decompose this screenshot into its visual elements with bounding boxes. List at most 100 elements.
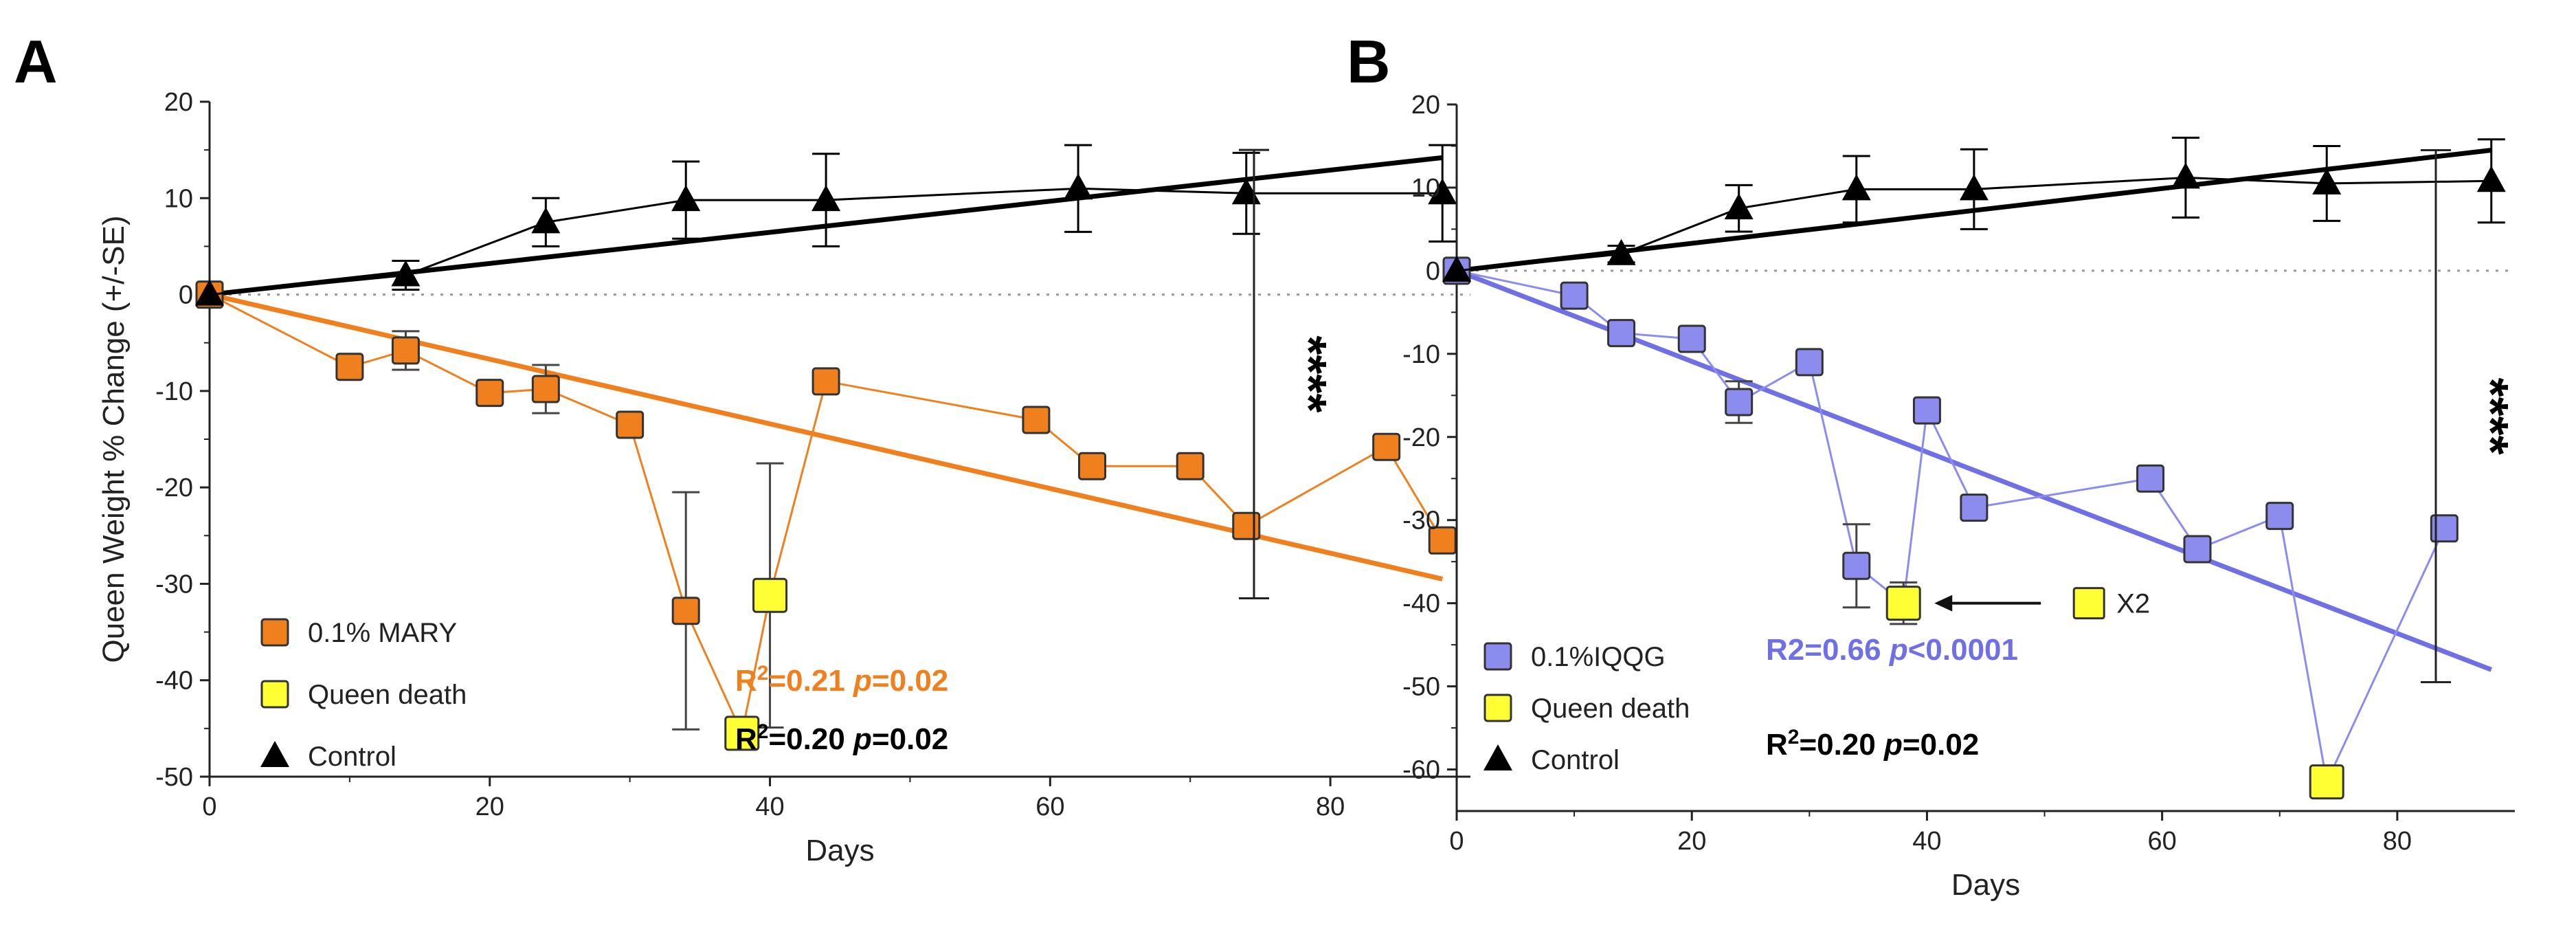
chart1-series1-point	[1959, 174, 1989, 201]
chart0-series1-point	[1064, 173, 1093, 200]
chart0-series0-point	[531, 375, 560, 403]
chart0-xtick-label: 80	[1316, 792, 1345, 821]
chart0-series0-point	[1428, 526, 1457, 555]
chart0-series0-line	[209, 293, 1444, 737]
chart0-series0-point	[335, 353, 364, 381]
chart1-series0-point	[2136, 464, 2165, 493]
chart0-series0-point	[1022, 406, 1051, 434]
chart1-series1-point	[1724, 193, 1754, 220]
chart1-series0-point	[1912, 396, 1941, 425]
chart1-xtick-label: 40	[1912, 827, 1941, 856]
chart0-xtick-label: 40	[755, 792, 784, 821]
chart1-callout-arrowhead	[1934, 595, 1953, 612]
chart1-stat-annotation: R2=0.66 p<0.0001	[1766, 633, 2018, 667]
chart1-series0-point	[2265, 502, 2294, 531]
chart1-series1-point	[1442, 255, 1471, 282]
chart1-significance-stars: ****	[2463, 377, 2518, 454]
chart1-callout-box	[2072, 587, 2105, 620]
chart0-series0-point	[724, 715, 760, 751]
chart0-series1-point	[391, 260, 421, 287]
chart0-panel-letter: A	[14, 27, 58, 96]
chart0-series0-point	[811, 367, 840, 396]
chart1-series0-point	[1560, 281, 1589, 310]
chart1-series1-point	[2171, 162, 2200, 189]
chart0-series1-point	[671, 185, 701, 212]
chart0-legend-marker	[260, 741, 289, 767]
chart0-series0-point	[616, 410, 645, 439]
chart0-ytick-label: -30	[155, 570, 193, 599]
chart1-ytick-label: -30	[1402, 507, 1440, 535]
chart1-series0-point	[1960, 493, 1989, 522]
chart1-series1-point	[1841, 174, 1871, 201]
chart0-ytick-label: 20	[164, 88, 193, 117]
chart1-legend-label: Queen death	[1531, 694, 1690, 724]
chart1-series0-point	[1725, 388, 1754, 417]
chart0-ytick-label: 0	[179, 281, 193, 310]
chart1-series1-line	[1456, 176, 2491, 272]
chart1-ytick-label: -20	[1402, 423, 1440, 452]
chart0-significance-stars: ****	[1281, 335, 1336, 412]
chart0-series0-point	[1176, 452, 1205, 480]
chart0-series0-point	[671, 597, 700, 625]
chart0-stat-annotation: R2=0.20 p=0.02	[735, 720, 948, 757]
chart0-legend-label: Control	[308, 742, 396, 772]
chart0-stat-annotation: R2=0.21 p=0.02	[735, 662, 948, 698]
chart0-xtick-label: 60	[1035, 792, 1064, 821]
chart1-series0-point	[2430, 514, 2459, 543]
panel-b-chart: B 20 10 0 -10 -20 -30 -40 -50 -60 0 20 40 60 80 Days 0.1…	[1347, 27, 2518, 902]
chart1-stat-annotation: R2=0.20 p=0.02	[1766, 726, 1979, 762]
chart0-y-axis-title: Queen Weight % Change (+/-SE)	[97, 216, 131, 663]
chart1-series0-point	[1607, 319, 1636, 348]
chart0-series0-point	[475, 379, 504, 408]
chart1-legend-marker	[1483, 744, 1512, 770]
chart1-ytick-label: 20	[1411, 91, 1440, 120]
chart0-series0-point	[391, 336, 420, 365]
chart1-series0-point	[1842, 551, 1871, 580]
chart1-series0-point	[1885, 586, 1921, 621]
panel-a-chart: A 20 10 0 -10 -20 -30 -40 -50 0 20 40 60 80 Days Queen …	[14, 27, 1470, 867]
chart0-ytick-label: -50	[155, 763, 193, 792]
chart1-ytick-label: -50	[1402, 673, 1440, 702]
chart0-series1-line	[209, 187, 1443, 296]
chart1-series1-point	[2312, 168, 2342, 195]
chart1-ytick-label: -10	[1402, 340, 1440, 369]
chart1-x-axis-title: Days	[1951, 868, 2020, 902]
chart0-legend-label: 0.1% MARY	[308, 618, 457, 648]
chart1-ytick-label: 10	[1411, 174, 1440, 203]
chart0-xtick-label: 0	[202, 792, 216, 821]
chart1-xtick-label: 60	[2148, 827, 2177, 856]
chart1-legend-label: Control	[1531, 745, 1620, 775]
chart1-legend-marker	[1483, 642, 1512, 671]
chart1-series1-point	[1606, 238, 1636, 265]
chart0-legend-marker	[260, 618, 289, 647]
chart1-legend-label: 0.1%IQQG	[1531, 642, 1666, 672]
chart0-series0-point	[1078, 452, 1106, 480]
chart0-series1-point	[811, 185, 841, 212]
chart0-series0-point	[1372, 432, 1401, 461]
chart1-panel-letter: B	[1347, 27, 1391, 96]
chart0-legend-label: Queen death	[308, 680, 467, 710]
chart1-xtick-label: 0	[1449, 827, 1464, 856]
chart1-series0-point	[2183, 535, 2212, 564]
chart1-series1-point	[2476, 166, 2506, 192]
chart1-series0-point	[1795, 348, 1824, 377]
chart0-ytick-label: -40	[155, 667, 193, 696]
chart0-ytick-label: 10	[164, 184, 193, 213]
chart0-legend-marker	[260, 680, 289, 709]
chart1-xtick-label: 20	[1677, 827, 1706, 856]
chart1-callout-label: X2	[2116, 589, 2150, 619]
chart0-xtick-label: 20	[475, 792, 504, 821]
chart0-series1-point	[531, 207, 561, 234]
chart1-xtick-label: 80	[2383, 827, 2412, 856]
chart0-ytick-label: -20	[155, 474, 193, 502]
chart0-series0-point	[1232, 511, 1261, 540]
chart1-series0-point	[2309, 764, 2344, 800]
chart0-series1-point	[1428, 178, 1457, 205]
chart0-ytick-label: -10	[155, 377, 193, 406]
chart1-ytick-label: -40	[1402, 590, 1440, 619]
chart0-x-axis-title: Days	[805, 834, 874, 867]
chart1-ytick-label: 0	[1426, 257, 1440, 286]
chart1-series0-point	[1677, 324, 1706, 353]
chart1-legend-marker	[1483, 694, 1512, 722]
